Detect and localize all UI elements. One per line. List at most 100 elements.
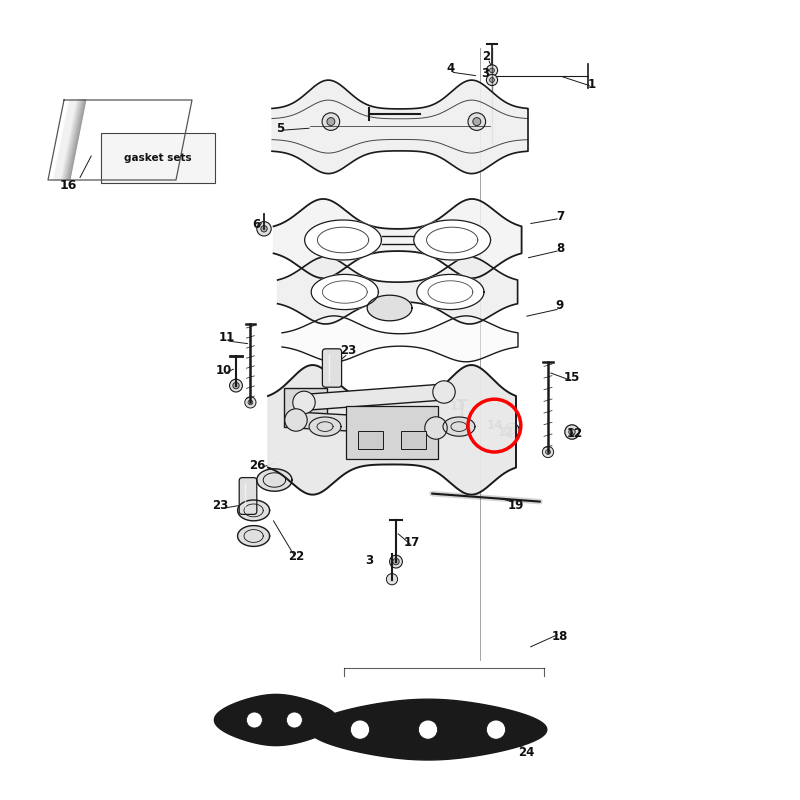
Circle shape (245, 397, 256, 408)
Text: 10: 10 (216, 364, 232, 377)
Circle shape (505, 423, 519, 438)
Polygon shape (305, 220, 382, 260)
Text: 24: 24 (518, 746, 534, 758)
FancyBboxPatch shape (322, 349, 342, 387)
Circle shape (565, 425, 579, 439)
Polygon shape (414, 220, 490, 260)
Circle shape (327, 118, 335, 126)
Text: 11: 11 (218, 331, 234, 344)
Text: 22: 22 (368, 403, 384, 416)
FancyBboxPatch shape (346, 406, 438, 459)
Circle shape (486, 720, 506, 739)
Text: 26: 26 (250, 459, 266, 472)
Polygon shape (282, 316, 518, 362)
Polygon shape (295, 412, 437, 436)
Polygon shape (55, 100, 78, 180)
Text: 7: 7 (556, 210, 564, 222)
Polygon shape (257, 469, 292, 491)
Circle shape (246, 712, 262, 728)
Polygon shape (55, 100, 77, 180)
Circle shape (569, 429, 575, 435)
Polygon shape (238, 500, 270, 521)
Text: 5: 5 (276, 122, 284, 134)
Circle shape (418, 720, 438, 739)
Polygon shape (367, 295, 412, 321)
Text: 2: 2 (482, 50, 490, 62)
Polygon shape (303, 384, 445, 410)
Polygon shape (61, 100, 82, 180)
Polygon shape (268, 365, 516, 494)
Polygon shape (60, 100, 82, 180)
Circle shape (468, 113, 486, 130)
Polygon shape (56, 100, 78, 180)
Text: 9: 9 (556, 299, 564, 312)
Polygon shape (274, 199, 522, 278)
Polygon shape (64, 100, 86, 180)
Polygon shape (59, 100, 81, 180)
Polygon shape (57, 100, 78, 180)
Text: 14: 14 (486, 419, 502, 432)
Circle shape (390, 555, 402, 568)
Circle shape (350, 720, 370, 739)
Text: 6: 6 (252, 218, 260, 230)
Circle shape (257, 222, 271, 236)
Circle shape (393, 558, 399, 565)
Polygon shape (54, 100, 75, 180)
Circle shape (509, 427, 515, 434)
Circle shape (425, 417, 447, 439)
Polygon shape (278, 257, 518, 324)
Polygon shape (62, 100, 85, 180)
Text: 12: 12 (566, 427, 582, 440)
Polygon shape (238, 526, 270, 546)
Polygon shape (63, 100, 85, 180)
Circle shape (433, 381, 455, 403)
Polygon shape (58, 100, 79, 180)
Polygon shape (57, 100, 79, 180)
Text: 1: 1 (588, 78, 596, 90)
Polygon shape (54, 100, 76, 180)
Polygon shape (58, 100, 80, 180)
Text: 12: 12 (498, 426, 514, 438)
Circle shape (233, 382, 239, 389)
Circle shape (248, 400, 253, 405)
Text: 3: 3 (482, 67, 490, 80)
Circle shape (293, 391, 315, 414)
Circle shape (286, 712, 302, 728)
Circle shape (486, 74, 498, 86)
Text: 3: 3 (366, 554, 374, 566)
Polygon shape (63, 100, 86, 180)
Polygon shape (60, 100, 82, 180)
Text: 23: 23 (212, 499, 228, 512)
Text: gasket sets: gasket sets (124, 153, 192, 163)
Polygon shape (54, 100, 76, 180)
Text: 4: 4 (446, 62, 454, 75)
Polygon shape (309, 417, 341, 436)
Circle shape (322, 113, 340, 130)
Text: 17: 17 (404, 536, 420, 549)
Circle shape (546, 450, 550, 454)
Text: 15: 15 (564, 371, 580, 384)
Circle shape (490, 78, 494, 82)
Circle shape (386, 574, 398, 585)
Text: 23: 23 (340, 344, 356, 357)
Polygon shape (62, 100, 84, 180)
Circle shape (473, 118, 481, 126)
FancyBboxPatch shape (284, 388, 327, 427)
Circle shape (230, 379, 242, 392)
Polygon shape (58, 100, 80, 180)
Text: 13: 13 (450, 400, 466, 413)
Circle shape (457, 426, 468, 438)
FancyBboxPatch shape (101, 133, 215, 183)
FancyBboxPatch shape (358, 431, 383, 449)
Circle shape (285, 409, 307, 431)
Polygon shape (272, 80, 528, 174)
FancyBboxPatch shape (239, 478, 257, 514)
Circle shape (460, 430, 465, 434)
Polygon shape (311, 274, 378, 310)
Text: 16: 16 (59, 179, 77, 192)
Circle shape (261, 226, 267, 232)
Text: 22: 22 (288, 550, 304, 562)
Polygon shape (59, 100, 81, 180)
Polygon shape (56, 100, 78, 180)
Polygon shape (310, 699, 547, 760)
